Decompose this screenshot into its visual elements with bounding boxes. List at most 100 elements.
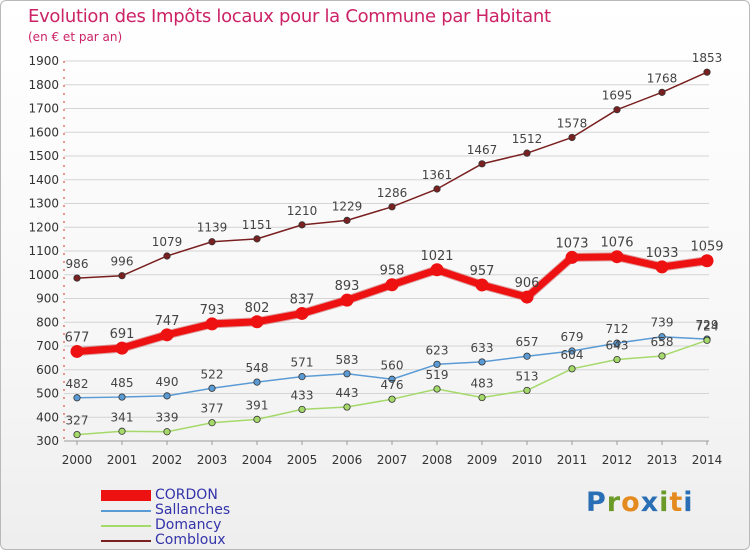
data-point-sallanches: [163, 392, 171, 400]
data-label-combloux: 996: [111, 255, 134, 269]
data-point-combloux: [298, 221, 306, 229]
data-point-domancy: [568, 365, 576, 373]
data-label-combloux: 1853: [692, 51, 723, 65]
data-label-sallanches: 583: [336, 353, 359, 367]
data-label-cordon: 793: [200, 303, 225, 318]
data-label-sallanches: 623: [426, 343, 449, 357]
y-tick-label: 1200: [28, 220, 59, 234]
data-label-combloux: 1079: [152, 235, 183, 249]
chart-subtitle: (en € et par an): [28, 30, 123, 44]
data-point-domancy: [523, 386, 531, 395]
data-point-sallanches: [523, 352, 531, 360]
data-label-cordon: 837: [290, 292, 315, 307]
data-label-cordon: 1076: [600, 236, 633, 251]
x-tick-label: 2004: [242, 453, 273, 467]
data-point-combloux: [523, 149, 531, 157]
x-tick-label: 2014: [692, 453, 723, 467]
data-label-combloux: 1151: [242, 218, 273, 232]
data-point-cordon: [115, 341, 129, 355]
y-tick-label: 1700: [28, 102, 59, 116]
data-label-cordon: 677: [65, 330, 90, 345]
data-label-sallanches: 482: [66, 377, 89, 391]
data-point-cordon: [205, 317, 219, 331]
data-label-domancy: 433: [291, 388, 314, 402]
data-label-domancy: 658: [651, 335, 674, 349]
y-tick-label: 300: [36, 434, 59, 448]
data-label-sallanches: 633: [471, 341, 494, 355]
data-label-domancy: 483: [471, 377, 494, 391]
data-point-combloux: [433, 185, 441, 193]
data-point-sallanches: [388, 375, 396, 383]
data-label-cordon: 1073: [555, 236, 588, 251]
data-label-domancy: 341: [111, 410, 134, 424]
logo-letter: t: [669, 487, 684, 518]
data-label-domancy: 339: [156, 411, 179, 425]
data-label-sallanches: 679: [561, 330, 584, 344]
data-label-cordon: 958: [380, 264, 405, 279]
data-point-domancy: [253, 415, 261, 423]
data-point-combloux: [73, 274, 81, 282]
data-label-sallanches: 560: [381, 358, 404, 372]
data-label-combloux: 1768: [647, 71, 678, 85]
data-label-combloux: 986: [66, 257, 89, 271]
data-point-combloux: [658, 88, 666, 96]
data-point-domancy: [388, 395, 396, 403]
legend-swatch-cordon: [101, 490, 151, 501]
data-point-sallanches: [478, 358, 486, 366]
x-tick-label: 2013: [647, 453, 678, 467]
logo-letter: i: [659, 487, 670, 518]
data-point-combloux: [478, 160, 486, 168]
data-label-cordon: 1033: [645, 246, 678, 261]
legend-swatch-domancy: [101, 525, 151, 527]
x-tick-label: 2011: [557, 453, 588, 467]
legend-label-cordon: CORDON: [155, 487, 218, 503]
data-label-domancy: 476: [381, 378, 404, 392]
data-point-sallanches: [343, 370, 351, 378]
y-tick-label: 400: [36, 410, 59, 424]
data-label-domancy: 391: [246, 398, 269, 412]
data-label-sallanches: 548: [246, 361, 269, 375]
data-point-domancy: [73, 430, 81, 439]
data-point-sallanches: [298, 373, 306, 381]
y-tick-label: 500: [36, 387, 59, 401]
data-point-combloux: [253, 235, 261, 243]
data-label-domancy: 519: [426, 368, 449, 382]
data-point-sallanches: [208, 384, 216, 392]
data-label-combloux: 1578: [557, 116, 588, 130]
data-label-cordon: 1021: [420, 249, 453, 264]
data-label-combloux: 1695: [602, 89, 633, 103]
data-point-domancy: [703, 336, 711, 344]
data-point-combloux: [568, 133, 576, 142]
data-point-cordon: [70, 344, 84, 358]
x-tick-label: 2005: [287, 453, 318, 467]
data-point-domancy: [658, 352, 666, 360]
data-label-combloux: 1229: [332, 199, 363, 213]
data-label-combloux: 1361: [422, 168, 453, 182]
data-point-cordon: [700, 254, 714, 268]
data-point-combloux: [343, 216, 351, 224]
x-tick-label: 2002: [152, 453, 183, 467]
data-point-combloux: [388, 203, 396, 211]
legend-swatch-sallanches: [101, 510, 151, 512]
y-tick-label: 1600: [28, 125, 59, 139]
data-label-sallanches: 729: [696, 318, 719, 332]
data-point-sallanches: [568, 347, 576, 355]
data-label-cordon: 691: [110, 327, 135, 342]
data-label-sallanches: 712: [606, 322, 629, 336]
data-label-domancy: 643: [606, 339, 629, 353]
data-label-cordon: 802: [245, 301, 270, 316]
data-label-sallanches: 739: [651, 316, 674, 330]
logo-letter: P: [586, 487, 607, 518]
data-point-cordon: [385, 278, 399, 292]
legend-swatch-combloux: [101, 540, 151, 542]
data-label-cordon: 747: [155, 314, 180, 329]
data-point-cordon: [475, 278, 489, 292]
data-point-sallanches: [658, 333, 666, 341]
data-point-combloux: [613, 106, 621, 114]
data-label-sallanches: 485: [111, 376, 134, 390]
y-tick-label: 900: [36, 292, 59, 306]
data-label-sallanches: 571: [291, 356, 314, 370]
data-label-combloux: 1512: [512, 132, 543, 146]
